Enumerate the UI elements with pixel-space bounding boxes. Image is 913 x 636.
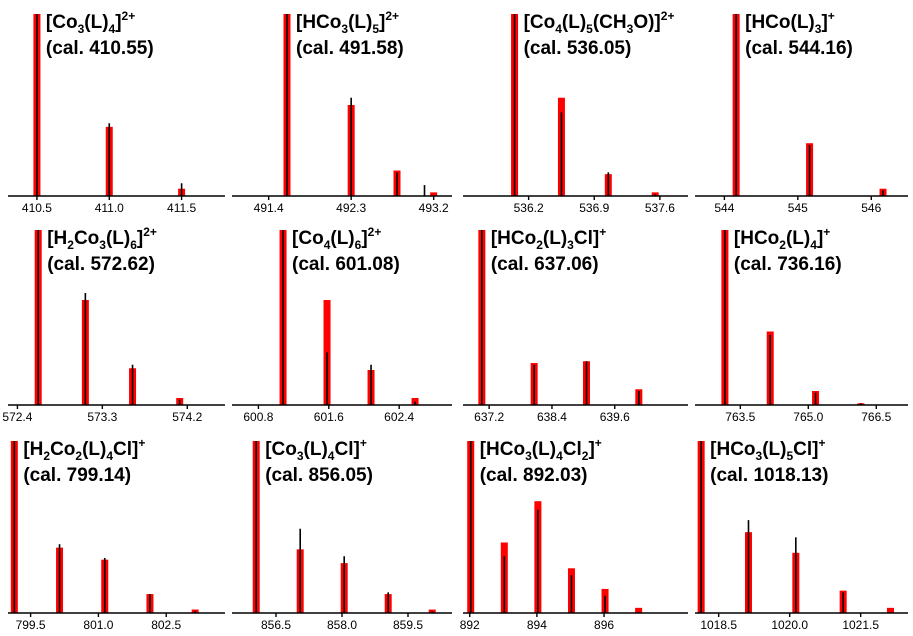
x-tick-label: 572.4 [2,410,32,424]
x-tick-label: 537.6 [645,201,675,215]
x-tick-label: 411.5 [167,201,196,215]
calculated-mass-label: (cal. 536.05) [524,38,632,59]
calculated-mass-label: (cal. 637.06) [491,254,599,275]
x-tick-label: 411.0 [95,201,124,215]
calculated-mass-label: (cal. 572.62) [47,254,155,275]
calculated-mass-label: (cal. 544.16) [745,38,853,59]
simulated-peak-bar [886,607,894,613]
x-tick-label: 573.3 [87,410,117,424]
ion-formula-label: [HCo3(L)4Cl2]+ [480,436,602,463]
ion-formula-label: [Co4(L)6]2+ [292,225,381,252]
spectrum-panel: 637.2 638.4 639.6 [HCo2(L)3Cl]+(cal. 637.06… [463,225,688,424]
spectrum-panel: 1018.5 1020.0 1021.5 [HCo3(L)5Cl]+(cal. 101… [695,436,908,632]
x-tick-label: 858.0 [327,618,357,632]
calculated-mass-label: (cal. 1018.13) [710,465,828,486]
x-tick-label: 859.5 [393,618,423,632]
x-tick-label: 894 [527,618,547,632]
spectrum-panel: 536.2 536.9 537.6 [Co4(L)5(CH3O)]2+(cal. 53… [463,9,688,215]
spectrum-panel: 799.5 801.0 802.5 [H2Co2(L)4Cl]+(cal. 799.1… [8,436,225,632]
x-tick-label: 574.2 [172,410,202,424]
x-tick-label: 856.5 [261,618,291,632]
x-tick-label: 602.4 [384,410,414,424]
spectrum-panel: 410.5 411.0 411.5 [Co3(L)4]2+(cal. 410.55) [8,9,225,215]
x-tick-label: 802.5 [151,618,181,632]
calculated-mass-label: (cal. 799.14) [23,465,131,486]
calculated-mass-label: (cal. 736.16) [734,254,842,275]
spectrum-panel: 600.8 601.6 602.4 [Co4(L)6]2+(cal. 601.08) [232,225,452,424]
x-tick-label: 410.5 [22,201,52,215]
x-tick-label: 600.8 [243,410,273,424]
x-tick-label: 638.4 [537,410,567,424]
spectrum-panel: 763.5 765.0 766.5 [HCo2(L)4]+(cal. 736.16) [695,225,908,424]
simulated-peak-bar [430,192,438,196]
ion-formula-label: [HCo(L)3]+ [745,9,835,36]
x-tick-label: 536.9 [579,201,609,215]
x-tick-label: 766.5 [861,410,891,424]
x-tick-label: 601.6 [314,410,344,424]
ion-formula-label: [H2Co3(L)6]2+ [47,225,157,252]
calculated-mass-label: (cal. 491.58) [296,38,404,59]
x-tick-label: 892 [460,618,480,632]
x-tick-label: 801.0 [83,618,113,632]
calculated-mass-label: (cal. 601.08) [292,254,400,275]
x-tick-label: 536.2 [514,201,544,215]
x-tick-label: 765.0 [793,410,823,424]
ion-formula-label: [Co3(L)4]2+ [46,9,135,36]
x-tick-label: 637.2 [474,410,504,424]
x-tick-label: 639.6 [600,410,630,424]
ion-formula-label: [H2Co2(L)4Cl]+ [23,436,145,463]
x-tick-label: 1021.5 [842,618,879,632]
x-tick-label: 546 [861,201,881,215]
x-tick-label: 493.2 [419,201,449,215]
calculated-mass-label: (cal. 892.03) [480,465,588,486]
ion-formula-label: [HCo2(L)3Cl]+ [491,225,606,252]
spectrum-panel: 856.5 858.0 859.5 [Co3(L)4Cl]+(cal. 856.05) [232,436,452,632]
spectrum-panel: 544 545 546 [HCo(L)3]+(cal. 544.16) [695,9,908,215]
ion-formula-label: [Co4(L)5(CH3O)]2+ [524,9,675,36]
x-tick-label: 544 [714,201,734,215]
calculated-mass-label: (cal. 856.05) [265,465,373,486]
ion-formula-label: [Co3(L)4Cl]+ [265,436,367,463]
spectrum-panel: 572.4 573.3 574.2 [H2Co3(L)6]2+(cal. 572.62… [2,225,225,424]
simulated-peak-bar [635,607,643,613]
ion-formula-label: [HCo3(L)5Cl]+ [710,436,825,463]
x-tick-label: 492.3 [336,201,366,215]
x-tick-label: 1018.5 [700,618,737,632]
ion-formula-label: [HCo3(L)5]2+ [296,9,399,36]
x-tick-label: 896 [594,618,614,632]
x-tick-label: 1020.0 [771,618,808,632]
x-tick-label: 545 [788,201,808,215]
ion-formula-label: [HCo2(L)4]+ [734,225,830,252]
spectrum-panel: 892 894 896 [HCo3(L)4Cl2]+(cal. 892.03) [460,436,688,632]
x-tick-label: 491.4 [254,201,284,215]
x-tick-label: 763.5 [725,410,755,424]
calculated-mass-label: (cal. 410.55) [46,38,154,59]
x-tick-label: 799.5 [16,618,46,632]
spectrum-panel: 491.4 492.3 493.2 [HCo3(L)5]2+(cal. 491.58) [232,9,452,215]
